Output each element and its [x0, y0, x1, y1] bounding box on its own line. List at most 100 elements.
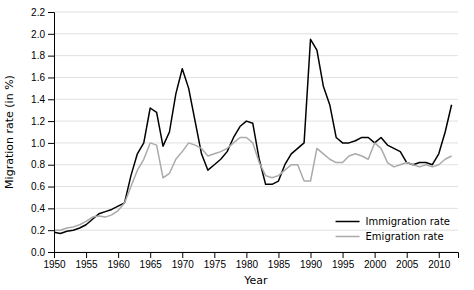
- x-tick-mark: [375, 252, 376, 258]
- y-tick-mark: [48, 208, 54, 209]
- x-tick-mark: [86, 252, 87, 258]
- y-tick-label: 0.6: [31, 181, 45, 192]
- legend-swatch: [336, 221, 360, 223]
- plot: 1950 1955 1960 1965 1970 1975 1980 1985 1990 1995…: [31, 7, 458, 270]
- x-tick-label: 1980: [236, 259, 259, 270]
- x-tick: 1990: [300, 252, 323, 270]
- x-tick: 2000: [364, 252, 387, 270]
- grid-line: [54, 55, 458, 56]
- grid-line: [54, 99, 458, 100]
- grid-line: [54, 33, 458, 34]
- y-tick-mark: [48, 165, 54, 166]
- legend: Immigration rate Emigration rate: [336, 216, 450, 242]
- x-tick: 2010: [428, 252, 451, 270]
- y-tick-label: 1.8: [31, 50, 45, 61]
- x-tick-label: 2005: [396, 259, 419, 270]
- x-tick-mark: [150, 252, 151, 258]
- x-tick-mark: [278, 252, 279, 258]
- y-tick: 1.0: [31, 138, 54, 149]
- x-tick-mark: [214, 252, 215, 258]
- grid: [54, 12, 458, 252]
- y-tick-label: 1.6: [31, 72, 45, 83]
- y-tick-mark: [48, 230, 54, 231]
- x-tick: 1975: [204, 252, 227, 270]
- y-axis-title: Migration rate (in %): [3, 75, 16, 189]
- legend-entry: Emigration rate: [336, 231, 444, 242]
- y-tick: 2.0: [31, 29, 54, 40]
- x-tick: 1995: [332, 252, 355, 270]
- x-tick: 1950: [43, 252, 66, 270]
- y-tick: 1.2: [31, 116, 54, 127]
- x-tick: 1980: [236, 252, 259, 270]
- y-tick-mark: [48, 77, 54, 78]
- x-tick: 1970: [172, 252, 195, 270]
- y-tick-label: 0.0: [31, 247, 45, 258]
- y-tick-label: 2.0: [31, 29, 45, 40]
- x-tick-label: 1995: [332, 259, 355, 270]
- y-tick: 1.4: [31, 94, 54, 105]
- x-tick-mark: [343, 252, 344, 258]
- x-tick-label: 1960: [108, 259, 131, 270]
- x-tick-mark: [246, 252, 247, 258]
- y-tick-label: 0.4: [31, 203, 45, 214]
- y-tick-label: 1.0: [31, 138, 45, 149]
- x-tick-mark: [182, 252, 183, 258]
- y-tick-label: 1.2: [31, 116, 45, 127]
- y-axis: 0.0 0.2 0.4 0.6 0.8 1.0 1.2 1.4 1.6 1.8 2.0 2.2: [31, 7, 54, 258]
- lines: [54, 39, 452, 233]
- legend-label: Immigration rate: [366, 216, 450, 227]
- x-axis-line: [55, 253, 459, 259]
- x-tick: 1960: [108, 252, 131, 270]
- x-tick: 2005: [396, 252, 419, 270]
- y-tick: 0.6: [31, 181, 54, 192]
- x-tick-label: 1990: [300, 259, 323, 270]
- x-tick-mark: [311, 252, 312, 258]
- x-tick-label: 2000: [364, 259, 387, 270]
- y-tick: 0.8: [31, 159, 54, 170]
- x-tick-mark: [407, 252, 408, 258]
- grid-line: [54, 12, 458, 13]
- y-tick-mark: [48, 99, 54, 100]
- legend-label: Emigration rate: [366, 231, 444, 242]
- x-tick-label: 1955: [75, 259, 98, 270]
- x-tick-mark: [439, 252, 440, 258]
- y-tick: 2.2: [31, 7, 54, 18]
- y-tick-mark: [48, 143, 54, 144]
- y-tick-label: 0.8: [31, 159, 45, 170]
- y-tick-mark: [48, 12, 54, 13]
- grid-line: [54, 121, 458, 122]
- y-tick-mark: [48, 187, 54, 188]
- y-tick: 0.4: [31, 203, 54, 214]
- y-tick-mark: [48, 252, 54, 253]
- grid-line: [54, 77, 458, 78]
- y-tick: 0.0: [31, 247, 54, 258]
- y-tick-mark: [48, 121, 54, 122]
- chart: 1950 1955 1960 1965 1970 1975 1980 1985 1990 1995…: [0, 0, 474, 290]
- x-tick: 1965: [140, 252, 163, 270]
- x-tick-label: 1965: [140, 259, 163, 270]
- series-line: [54, 137, 452, 230]
- x-tick: 1955: [75, 252, 98, 270]
- y-tick-mark: [48, 34, 54, 35]
- x-tick: 1985: [268, 252, 291, 270]
- y-tick-label: 0.2: [31, 225, 45, 236]
- x-tick-label: 1975: [204, 259, 227, 270]
- y-tick-label: 1.4: [31, 94, 45, 105]
- series-line: [54, 39, 452, 233]
- y-tick: 0.2: [31, 225, 54, 236]
- x-tick-label: 1950: [43, 259, 66, 270]
- grid-line: [54, 186, 458, 187]
- y-tick: 1.6: [31, 72, 54, 83]
- y-axis-line: [48, 13, 55, 253]
- legend-entry: Immigration rate: [336, 216, 450, 227]
- x-tick-label: 1970: [172, 259, 195, 270]
- y-tick: 1.8: [31, 50, 54, 61]
- x-axis: 1950 1955 1960 1965 1970 1975 1980 1985 1990 1995…: [43, 252, 458, 270]
- y-tick-label: 2.2: [31, 7, 45, 18]
- x-axis-title: Year: [243, 274, 268, 287]
- x-tick-label: 1985: [268, 259, 291, 270]
- x-tick-label: 2010: [428, 259, 451, 270]
- background: [0, 0, 474, 290]
- y-tick-mark: [48, 56, 54, 57]
- x-tick-mark: [118, 252, 119, 258]
